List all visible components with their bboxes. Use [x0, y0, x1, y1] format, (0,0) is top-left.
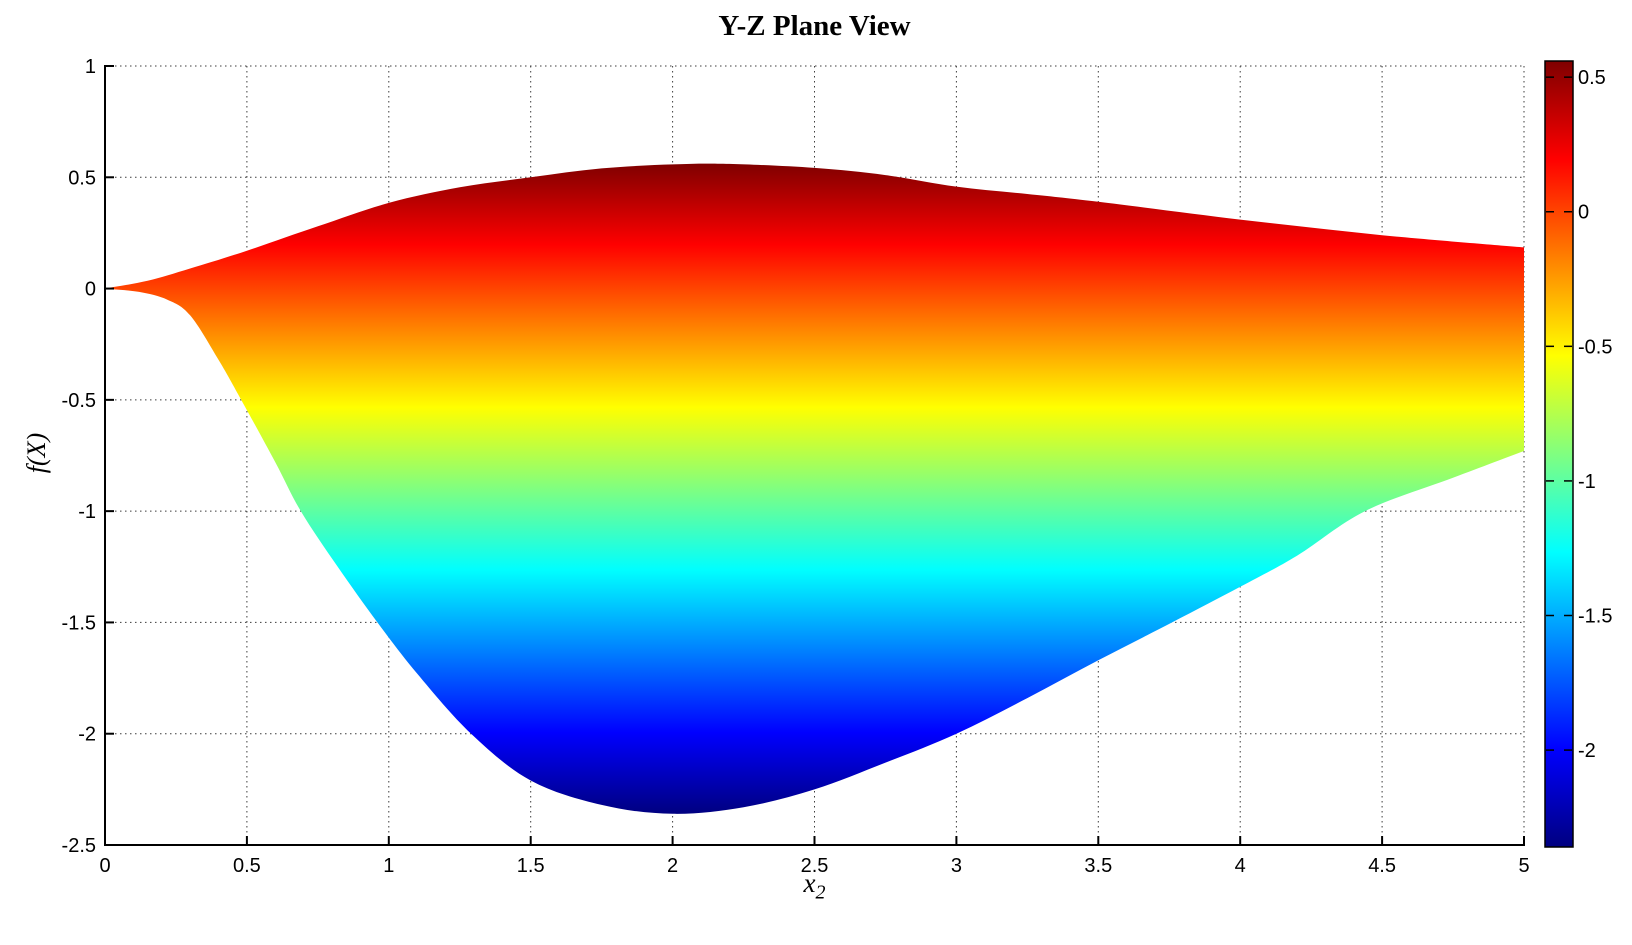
x-tick-label: 5	[1518, 855, 1529, 877]
y-tick-label: -1	[78, 501, 96, 523]
y-tick-label: 0.5	[68, 167, 96, 189]
x-tick-label: 0	[99, 855, 110, 877]
colorbar-tick-label: -0.5	[1578, 336, 1612, 358]
x-axis-label-base: x	[803, 868, 816, 898]
x-tick-label: 1.5	[517, 855, 545, 877]
y-tick-label: 0	[85, 279, 96, 301]
x-tick-label: 3	[951, 855, 962, 877]
y-axis-label: f(X)	[22, 432, 51, 474]
plot-title: Y-Z Plane View	[718, 10, 911, 42]
x-tick-label: 2	[667, 855, 678, 877]
colorbar-ticks	[1546, 76, 1572, 751]
colorbar	[1544, 60, 1574, 848]
x-axis-label: x2	[105, 868, 1524, 904]
y-tick-label: 1	[85, 56, 96, 78]
x-tick-label: 4.5	[1368, 855, 1396, 877]
tick-marks	[104, 65, 1525, 846]
colorbar-tick-label: -1.5	[1578, 606, 1612, 628]
x-tick-label: 0.5	[233, 855, 261, 877]
x-tick-label: 4	[1235, 855, 1246, 877]
colorbar-tick-label: 0.5	[1578, 67, 1606, 89]
x-tick-label: 1	[383, 855, 394, 877]
x-tick-label: 2.5	[801, 855, 829, 877]
colorbar-tick-label: -2	[1578, 740, 1596, 762]
y-tick-label: -1.5	[62, 612, 96, 634]
x-axis-label-subscript: 2	[815, 881, 826, 904]
y-tick-label: -2	[78, 724, 96, 746]
colorbar-tick-label: -1	[1578, 471, 1596, 493]
surface-area	[105, 163, 1524, 814]
colorbar-tick-label: 0	[1578, 202, 1589, 224]
x-tick-label: 3.5	[1084, 855, 1112, 877]
y-tick-label: -0.5	[62, 390, 96, 412]
y-tick-label: -2.5	[62, 835, 96, 857]
